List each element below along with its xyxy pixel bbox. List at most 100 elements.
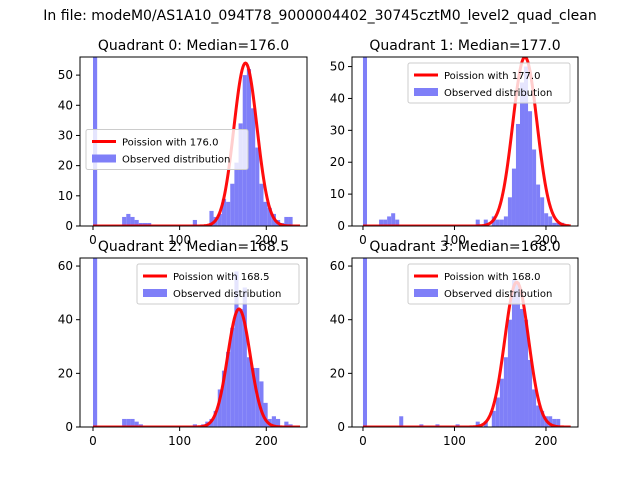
quadrant-0-title: Quadrant 0: Median=176.0 [98,38,289,54]
histogram-bar [491,410,496,427]
histogram-bar [515,123,520,226]
quadrant-2-axes-frame [79,257,308,428]
y-tick-label: 60 [58,259,73,273]
x-tick-label: 100 [168,233,191,247]
histogram-bar [122,418,127,427]
histogram-bar [556,222,561,226]
histogram-bar [536,184,541,226]
x-tick-label: 100 [443,233,466,247]
histogram-bar [519,308,525,427]
y-tick-label: 0 [65,219,73,233]
histogram-bar [544,213,549,226]
histogram-bar [475,421,480,427]
histogram-bar [251,108,256,226]
quadrant-0-legend: Poission with 176.0 Observed distribution [85,129,249,170]
histogram-bar [246,357,252,427]
legend-hist-label: Observed distribution [173,289,281,300]
legend-hist-label: Observed distribution [444,88,552,99]
histogram-bar [524,66,529,226]
quadrant-3-histogram [362,258,561,427]
histogram-bar [499,378,504,427]
x-tick-label: 200 [535,233,558,247]
legend-fit-label: Poission with 168.0 [444,272,540,283]
histogram-bar [126,418,131,427]
legend-box [136,263,300,305]
x-tick-label: 200 [535,434,558,448]
histogram-bar [511,279,516,427]
histogram-bar [528,111,533,226]
y-tick-label: 40 [58,98,73,112]
legend-fit-label: Poission with 177.0 [444,71,540,82]
histogram-bar [507,197,512,226]
histogram-bar [511,168,516,226]
histogram-bar [483,219,488,226]
legend-box [407,62,571,104]
histogram-bar [495,219,500,226]
y-tick-label: 30 [58,128,73,142]
y-tick-label: 40 [330,91,345,105]
histogram-bar [475,219,480,226]
histogram-bar [536,405,541,427]
x-tick-label: 0 [89,434,97,448]
legend-fit-label: Poission with 176.0 [122,138,218,149]
quadrant-0-axes-frame [79,56,308,227]
histogram-bar [362,258,368,427]
histogram-bar [263,402,268,427]
quadrant-2-panel: 0 100 200 0 20 40 60 Quadrant 2: Median=168.5 Po… [58,239,308,448]
quadrant-3-panel: 0 100 200 0 20 40 60 Quadrant 3: Median=168.0 Po… [330,239,579,448]
histogram-bar [540,197,545,226]
histogram-bar [362,57,368,226]
histogram-bar [552,418,557,427]
y-tick-label: 10 [58,189,73,203]
legend-hist-swatch [143,289,167,297]
y-tick-label: 20 [58,159,73,173]
histogram-bar [556,418,561,427]
legend-hist-label: Observed distribution [444,289,552,300]
histogram-bar [383,219,388,226]
histogram-bar [217,389,222,427]
quadrant-2-title: Quadrant 2: Median=168.5 [98,239,289,255]
legend-box [85,129,249,170]
histogram-bar [251,367,256,427]
quadrant-0-panel: 0 100 200 0 10 20 30 40 50 Quadrant 0: Median=176… [58,38,308,247]
histogram-bar [213,410,218,427]
histogram-bar [259,183,264,226]
legend-hist-swatch [92,154,116,163]
histogram-bar [395,219,400,226]
histogram-bar [217,213,222,226]
histogram-bar [238,123,243,226]
quadrant-2-legend: Poission with 168.5 Observed distribution [136,263,300,305]
histogram-bar [242,287,247,427]
histogram-bar [524,319,529,427]
quadrant-1-axes-frame [351,56,579,227]
histogram-bar [263,201,268,226]
histogram-bar [499,219,504,226]
histogram-bar [226,351,231,427]
figure-suptitle: In file: modeM0/AS1A10_094T78_9000004402… [43,8,596,24]
histogram-bar [540,410,545,427]
histogram-bar [399,416,404,427]
y-tick-label: 40 [330,313,345,327]
legend-box [407,263,571,305]
y-tick-label: 20 [330,366,345,380]
histogram-bar [519,82,525,226]
histogram-bar [226,201,231,226]
quadrant-3-title: Quadrant 3: Median=168.0 [369,239,560,255]
histogram-bar [284,421,289,427]
histogram-bar [134,219,139,226]
histogram-bar [234,271,239,427]
quadrant-1-panel: 0 100 200 0 10 20 30 40 50 Quadrant 1: Median=177… [330,38,579,247]
x-tick-label: 0 [359,434,367,448]
histogram-bar [271,416,276,427]
histogram-bar [230,327,235,427]
histogram-bar [93,258,98,427]
quadrant-1-title: Quadrant 1: Median=177.0 [369,38,560,54]
x-tick-label: 200 [255,233,278,247]
x-tick-label: 0 [89,233,97,247]
x-tick-label: 0 [359,233,367,247]
quadrant-1-histogram [362,57,565,226]
histogram-bar [532,149,537,226]
histogram-bar [528,359,533,427]
x-tick-label: 100 [168,434,191,448]
